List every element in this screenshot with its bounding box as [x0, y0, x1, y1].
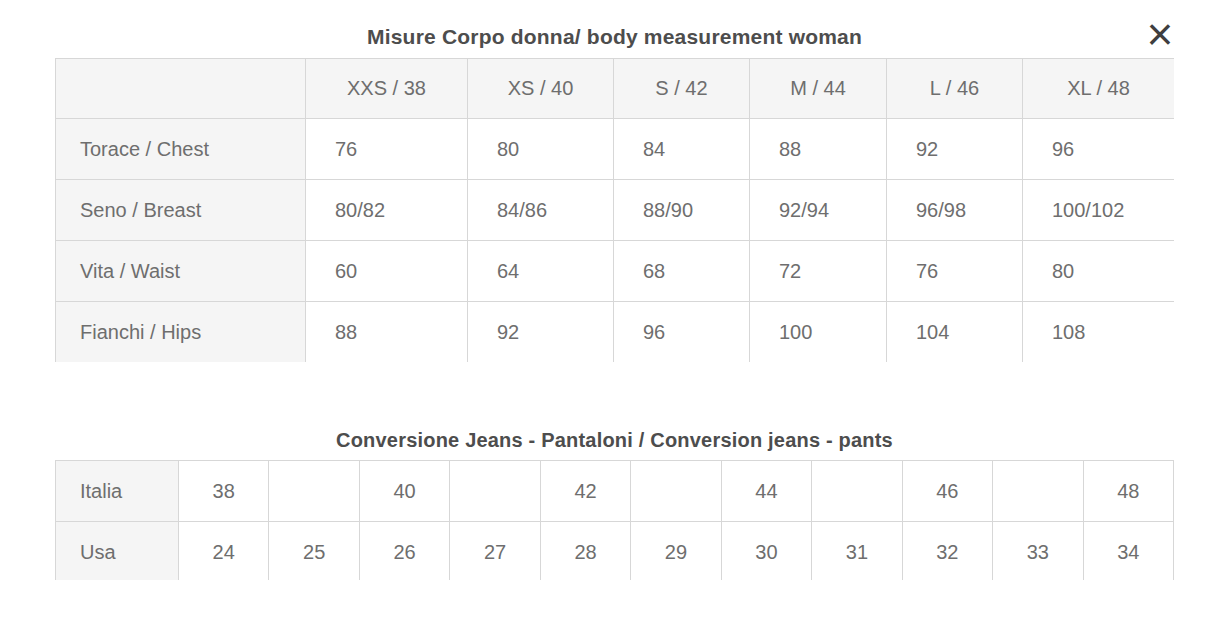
corner-cell: [56, 59, 306, 119]
body-measurement-table: XXS / 38 XS / 40 S / 42 M / 44 L / 46 XL…: [55, 58, 1174, 362]
table-cell: 92/94: [750, 180, 887, 241]
table-row-usa: Usa 24 25 26 27 28 29 30 31 32 33 34: [56, 522, 1174, 581]
table-cell: [631, 461, 721, 522]
row-label: Italia: [56, 461, 179, 522]
row-label: Seno / Breast: [56, 180, 306, 241]
row-label: Usa: [56, 522, 179, 581]
body-measurement-table-container: XXS / 38 XS / 40 S / 42 M / 44 L / 46 XL…: [55, 58, 1174, 362]
table-cell: 84/86: [468, 180, 614, 241]
row-label: Torace / Chest: [56, 119, 306, 180]
table-cell: 34: [1083, 522, 1173, 581]
row-label: Vita / Waist: [56, 241, 306, 302]
close-icon: ×: [1147, 8, 1174, 60]
table-cell: 80: [1023, 241, 1175, 302]
size-header: XL / 48: [1023, 59, 1175, 119]
table-cell: 100: [750, 302, 887, 363]
table-cell: 72: [750, 241, 887, 302]
table-cell: 31: [812, 522, 902, 581]
size-header: XS / 40: [468, 59, 614, 119]
table-cell: 24: [179, 522, 269, 581]
table-cell: 88: [750, 119, 887, 180]
table-cell: 27: [450, 522, 540, 581]
jeans-conversion-title: Conversione Jeans - Pantaloni / Conversi…: [55, 428, 1174, 460]
table-cell: [450, 461, 540, 522]
table-cell: 96: [1023, 119, 1175, 180]
table-cell: 30: [721, 522, 811, 581]
size-header: L / 46: [887, 59, 1023, 119]
table-cell: 40: [359, 461, 449, 522]
jeans-conversion-table: Italia 38 40 42 44 46 48 Usa 24 25: [55, 460, 1174, 580]
table-cell: 80: [468, 119, 614, 180]
table-cell: 60: [306, 241, 468, 302]
jeans-conversion-table-container: Italia 38 40 42 44 46 48 Usa 24 25: [55, 460, 1174, 580]
table-cell: [812, 461, 902, 522]
table-cell: [269, 461, 359, 522]
size-guide-modal: × Misure Corpo donna/ body measurement w…: [0, 0, 1228, 639]
size-header-row: XXS / 38 XS / 40 S / 42 M / 44 L / 46 XL…: [56, 59, 1175, 119]
table-row-chest: Torace / Chest 76 80 84 88 92 96: [56, 119, 1175, 180]
row-label: Fianchi / Hips: [56, 302, 306, 363]
table-row-breast: Seno / Breast 80/82 84/86 88/90 92/94 96…: [56, 180, 1175, 241]
table-cell: 92: [468, 302, 614, 363]
table-cell: 76: [887, 241, 1023, 302]
table-cell: 84: [614, 119, 750, 180]
table-cell: 100/102: [1023, 180, 1175, 241]
table-cell: 64: [468, 241, 614, 302]
table-cell: 80/82: [306, 180, 468, 241]
table-cell: 46: [902, 461, 992, 522]
table-cell: 68: [614, 241, 750, 302]
table-row-waist: Vita / Waist 60 64 68 72 76 80: [56, 241, 1175, 302]
table-cell: 26: [359, 522, 449, 581]
table-cell: 76: [306, 119, 468, 180]
table-cell: 38: [179, 461, 269, 522]
table-cell: 44: [721, 461, 811, 522]
table-cell: 104: [887, 302, 1023, 363]
table-cell: 48: [1083, 461, 1173, 522]
table-cell: 33: [993, 522, 1083, 581]
table-cell: 88: [306, 302, 468, 363]
table-row-hips: Fianchi / Hips 88 92 96 100 104 108: [56, 302, 1175, 363]
table-cell: 29: [631, 522, 721, 581]
table-cell: 96: [614, 302, 750, 363]
table-cell: 32: [902, 522, 992, 581]
close-button[interactable]: ×: [1140, 14, 1180, 54]
table-cell: 28: [540, 522, 630, 581]
table-cell: 96/98: [887, 180, 1023, 241]
table-cell: 108: [1023, 302, 1175, 363]
size-header: M / 44: [750, 59, 887, 119]
size-header: XXS / 38: [306, 59, 468, 119]
table-cell: 92: [887, 119, 1023, 180]
table-cell: 42: [540, 461, 630, 522]
table-cell: 88/90: [614, 180, 750, 241]
table-cell: 25: [269, 522, 359, 581]
size-header: S / 42: [614, 59, 750, 119]
body-measurement-title: Misure Corpo donna/ body measurement wom…: [55, 0, 1174, 58]
table-row-italia: Italia 38 40 42 44 46 48: [56, 461, 1174, 522]
table-cell: [993, 461, 1083, 522]
